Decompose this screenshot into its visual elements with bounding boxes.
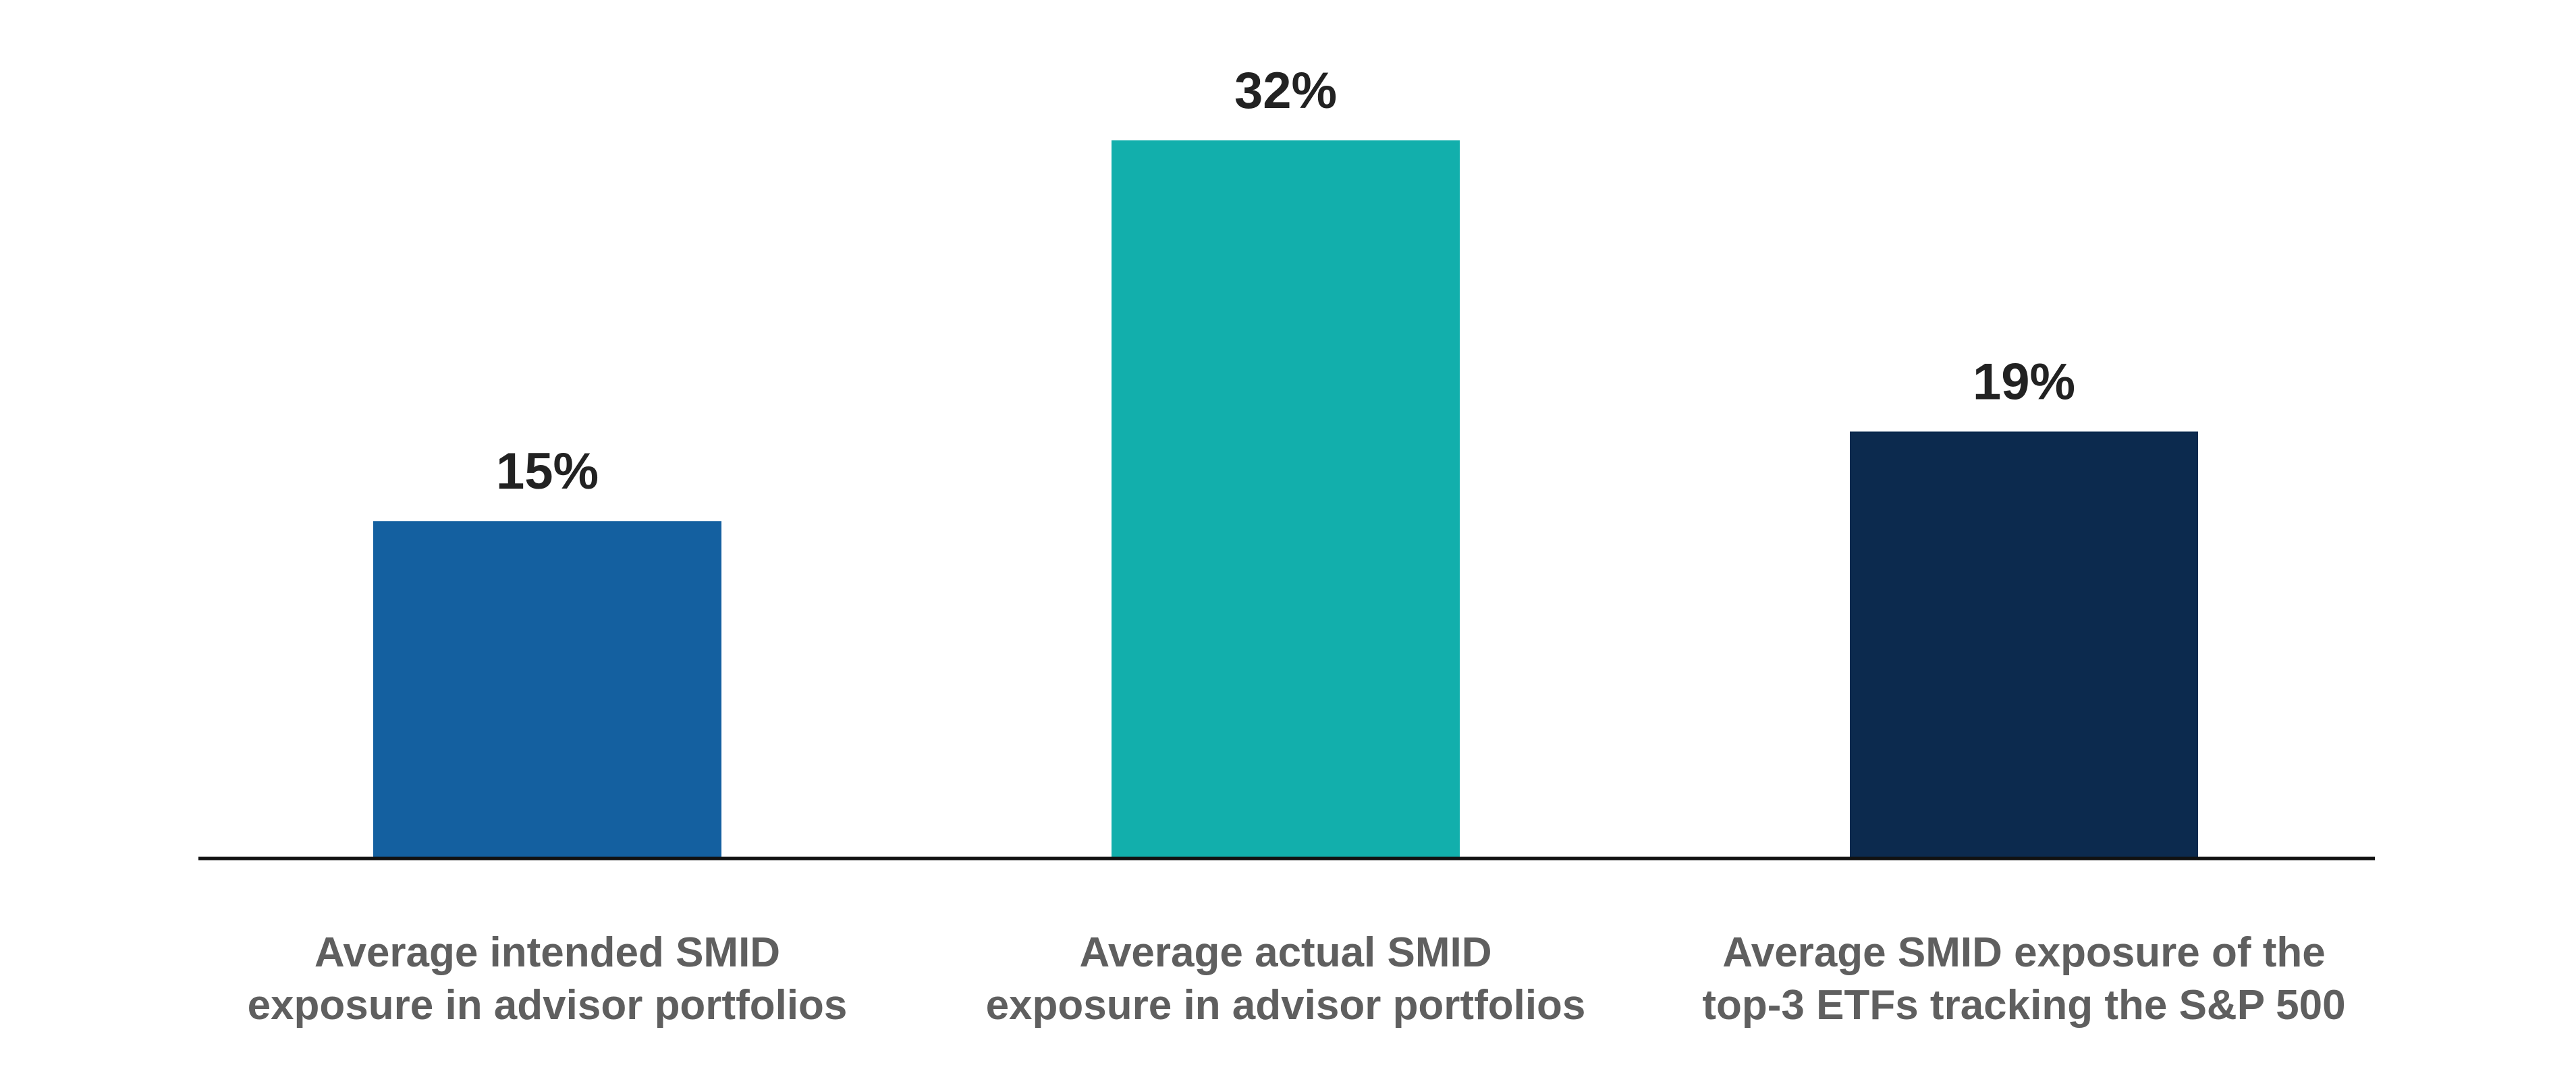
category-label-3-line-2: top-3 ETFs tracking the S&P 500 [1702,982,2345,1029]
category-label-2-line-1: Average actual SMID [1079,929,1491,976]
bar-1 [373,521,721,857]
category-label-1-line-2: exposure in advisor portfolios [248,982,848,1029]
bar-2 [1112,140,1460,857]
data-label-1: 15% [496,443,599,500]
data-label-3: 19% [1973,353,2075,410]
category-label-3-line-1: Average SMID exposure of the [1722,929,2326,976]
bar-3 [1850,431,2198,857]
category-label-2-line-2: exposure in advisor portfolios [986,982,1586,1029]
data-label-2: 32% [1234,62,1337,119]
category-label-1-line-1: Average intended SMID [314,929,780,976]
